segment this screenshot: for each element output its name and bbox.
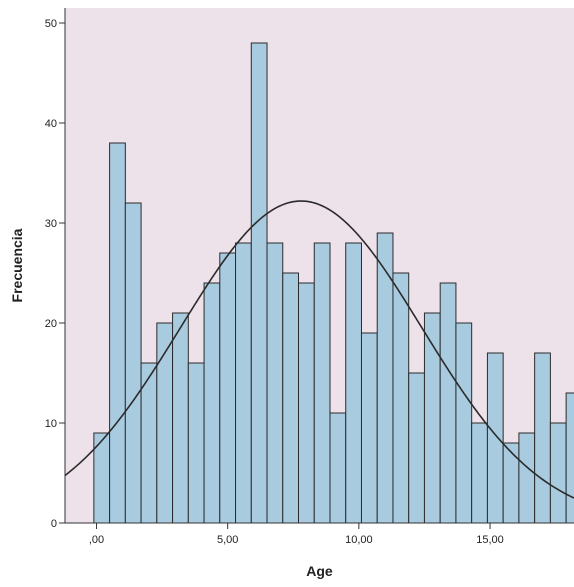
histogram-bar — [266, 242, 284, 524]
histogram-bar — [124, 202, 142, 524]
histogram-bar — [439, 282, 457, 524]
y-tick-label: 40 — [45, 118, 57, 130]
y-tick-label: 10 — [45, 418, 57, 430]
normal-distribution-curve — [64, 200, 574, 499]
histogram-bar — [203, 282, 221, 524]
histogram-bar — [486, 352, 504, 524]
histogram-bar — [376, 232, 394, 524]
bars-layer — [93, 42, 574, 524]
histogram-bar — [392, 272, 410, 524]
x-tick-label: 5,00 — [217, 534, 238, 546]
histogram-bar — [172, 312, 189, 524]
histogram-bar — [518, 432, 536, 524]
histogram-bar — [187, 362, 205, 524]
histogram-bar — [250, 42, 268, 524]
histogram-bar — [408, 372, 425, 524]
histogram-bar — [313, 242, 331, 524]
histogram-bar — [329, 412, 347, 524]
y-tick-label: 0 — [51, 518, 57, 530]
x-tick-label: 15,00 — [476, 534, 504, 546]
histogram-bar — [109, 142, 126, 524]
histogram-bar — [502, 442, 520, 524]
histogram-bar — [360, 332, 378, 524]
y-axis-title: Frecuencia — [9, 228, 25, 302]
histogram-bar — [534, 352, 551, 524]
y-tick-label: 20 — [45, 318, 57, 330]
histogram-bar — [298, 282, 315, 524]
histogram-bar — [455, 322, 473, 524]
histogram-bar — [219, 252, 237, 524]
histogram-bar — [235, 242, 252, 524]
histogram-bar — [565, 392, 574, 524]
histogram-bar — [471, 422, 488, 524]
histogram-bar — [345, 242, 362, 524]
x-tick-label: 10,00 — [345, 534, 373, 546]
histogram-bar — [282, 272, 300, 524]
histogram-bar — [549, 422, 567, 524]
y-tick-label: 30 — [45, 218, 57, 230]
axes-layer: 0 10 20 30 40 50 ,00 5,00 10,00 15,00 — [45, 8, 574, 546]
y-tick-label: 50 — [45, 18, 57, 30]
x-axis-title: Age — [306, 563, 333, 579]
x-tick-label: ,00 — [89, 534, 104, 546]
